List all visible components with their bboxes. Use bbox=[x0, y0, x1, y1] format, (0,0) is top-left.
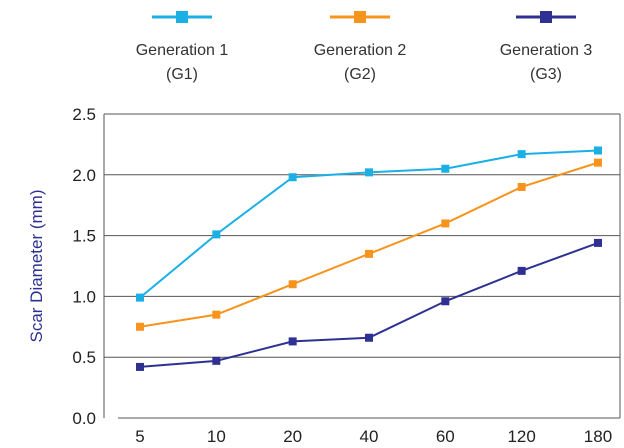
data-point bbox=[593, 238, 602, 247]
legend-sublabel: (G1) bbox=[166, 66, 198, 83]
y-tick-label: 0.0 bbox=[72, 409, 96, 428]
data-point bbox=[288, 280, 297, 289]
series-g2 bbox=[136, 158, 602, 331]
data-point bbox=[212, 230, 221, 239]
data-point bbox=[136, 293, 144, 302]
data-point bbox=[517, 150, 526, 159]
data-point bbox=[288, 173, 297, 182]
data-point bbox=[364, 333, 373, 342]
legend-swatch-marker bbox=[354, 11, 366, 23]
legend-swatch-marker bbox=[176, 11, 188, 23]
y-tick-label: 2.0 bbox=[72, 166, 96, 185]
x-tick-label: 20 bbox=[283, 427, 302, 446]
data-point bbox=[593, 146, 602, 155]
legend-label: Generation 3 bbox=[500, 42, 593, 59]
x-tick-label: 40 bbox=[360, 427, 379, 446]
axes bbox=[103, 113, 621, 419]
legend-sublabel: (G3) bbox=[530, 66, 562, 83]
gridlines bbox=[104, 113, 620, 358]
legend-item-g2: Generation 2 (G2) bbox=[314, 11, 407, 83]
data-point bbox=[441, 297, 450, 306]
data-point bbox=[593, 158, 602, 167]
data-point bbox=[441, 219, 450, 228]
series-line bbox=[139, 161, 599, 328]
data-point bbox=[364, 249, 373, 258]
x-tick-label: 180 bbox=[584, 427, 612, 446]
series-group bbox=[136, 146, 602, 371]
legend-sublabel: (G2) bbox=[344, 66, 376, 83]
series-line bbox=[139, 241, 599, 368]
data-point bbox=[517, 182, 526, 191]
y-tick-label: 1.5 bbox=[72, 227, 96, 246]
legend-item-g3: Generation 3 (G3) bbox=[500, 11, 593, 83]
y-tick-label: 0.5 bbox=[72, 348, 96, 367]
data-point bbox=[212, 310, 221, 319]
y-tick-labels: 0.0 0.5 1.0 1.5 2.0 2.5 bbox=[72, 105, 96, 428]
x-tick-label: 10 bbox=[207, 427, 226, 446]
data-point bbox=[136, 362, 144, 371]
data-point bbox=[288, 337, 297, 346]
data-point bbox=[212, 356, 221, 365]
legend-swatch-marker bbox=[540, 11, 552, 23]
data-point bbox=[136, 322, 144, 331]
y-tick-label: 2.5 bbox=[72, 105, 96, 124]
legend-label: Generation 1 bbox=[136, 42, 229, 59]
series-g1 bbox=[136, 146, 602, 302]
x-tick-label: 120 bbox=[507, 427, 535, 446]
x-tick-labels: 5 10 20 40 60 120 180 bbox=[135, 427, 612, 446]
y-tick-label: 1.0 bbox=[72, 287, 96, 306]
legend-item-g1: Generation 1 (G1) bbox=[136, 11, 229, 83]
x-tick-label: 5 bbox=[135, 427, 144, 446]
data-point bbox=[364, 168, 373, 177]
data-point bbox=[441, 164, 450, 173]
x-tick-label: 60 bbox=[436, 427, 455, 446]
legend: Generation 1(G1)Generation 2(G2)Generati… bbox=[136, 11, 593, 83]
y-axis-label: Scar Diameter (mm) bbox=[27, 189, 46, 342]
series-g3 bbox=[136, 238, 602, 371]
data-point bbox=[517, 266, 526, 275]
legend-label: Generation 2 bbox=[314, 42, 407, 59]
